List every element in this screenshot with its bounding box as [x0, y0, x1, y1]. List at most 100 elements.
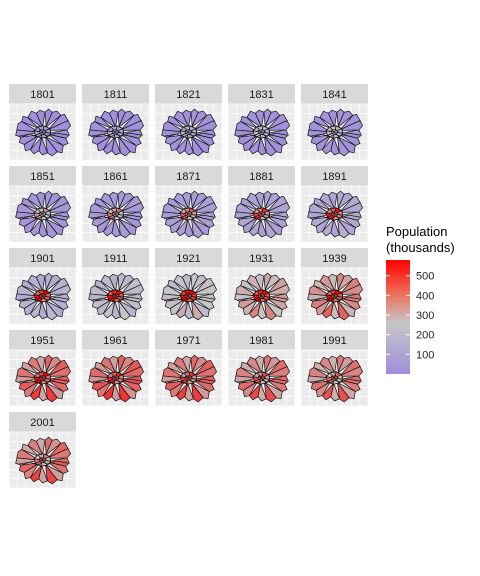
facet-year-label: 1871 — [176, 171, 200, 183]
facet-panel-1811: 1811 — [81, 84, 150, 161]
facet-strip — [82, 330, 149, 350]
river-line — [18, 132, 69, 138]
river-line — [237, 214, 288, 220]
legend-colorbar — [386, 260, 410, 374]
facet-year-label: 2001 — [30, 417, 54, 429]
river-line — [91, 378, 142, 384]
borough-region — [42, 293, 47, 297]
facet-panel-1851: 1851 — [8, 166, 77, 243]
facet-year-label: 1971 — [176, 335, 200, 347]
facet-strip — [301, 166, 368, 186]
river-line — [18, 460, 69, 466]
river-line — [237, 132, 288, 138]
facet-strip — [301, 330, 368, 350]
facet-strip — [155, 330, 222, 350]
facet-strip — [301, 248, 368, 268]
legend-tick-label: 400 — [416, 290, 434, 302]
facet-strip — [9, 412, 76, 432]
facet-panel-1891: 1891 — [300, 166, 369, 243]
facet-year-label: 1851 — [30, 171, 54, 183]
borough-region — [115, 293, 120, 297]
facet-panel-1861: 1861 — [81, 166, 150, 243]
river-line — [164, 378, 215, 384]
facet-year-label: 1881 — [249, 171, 273, 183]
facet-panel-1881: 1881 — [227, 166, 296, 243]
river-line — [164, 296, 215, 302]
river-line — [18, 296, 69, 302]
river-line — [18, 378, 69, 384]
legend-tick-label: 200 — [416, 330, 434, 342]
facet-year-label: 1961 — [103, 335, 127, 347]
facet-strip — [9, 84, 76, 104]
borough-region — [115, 129, 120, 133]
facet-panel-1801: 1801 — [8, 84, 77, 161]
facet-panel-1821: 1821 — [154, 84, 223, 161]
borough-region — [188, 211, 193, 215]
facet-panel-1981: 1981 — [227, 330, 296, 407]
facet-panel-1991: 1991 — [300, 330, 369, 407]
facet-year-label: 1991 — [322, 335, 346, 347]
borough-region — [42, 457, 47, 461]
facet-year-label: 1811 — [104, 89, 128, 101]
facet-panel-1901: 1901 — [8, 248, 77, 325]
facet-panel-1831: 1831 — [227, 84, 296, 161]
borough-region — [334, 293, 339, 297]
borough-region — [188, 129, 193, 133]
facet-year-label: 1901 — [30, 253, 54, 265]
river-line — [237, 296, 288, 302]
borough-region — [42, 211, 47, 215]
facet-year-label: 1841 — [322, 89, 346, 101]
river-line — [310, 132, 361, 138]
facet-strip — [82, 84, 149, 104]
facet-strip — [228, 166, 295, 186]
facet-year-label: 1921 — [176, 253, 200, 265]
facet-strip — [155, 84, 222, 104]
facet-panel-1911: 1911 — [81, 248, 150, 325]
legend-ticks: 100 200 300 400 500 — [386, 271, 434, 361]
river-line — [310, 214, 361, 220]
borough-region — [42, 375, 47, 379]
facet-strip — [82, 248, 149, 268]
borough-region — [261, 129, 266, 133]
facet-panel-1871: 1871 — [154, 166, 223, 243]
facet-strip — [228, 84, 295, 104]
facet-strip — [155, 248, 222, 268]
borough-region — [115, 211, 120, 215]
river-line — [310, 296, 361, 302]
facet-year-label: 1821 — [176, 89, 200, 101]
facet-panel-1841: 1841 — [300, 84, 369, 161]
facet-strip — [228, 330, 295, 350]
facet-panel-1939: 1939 — [300, 248, 369, 325]
legend-title-line2: (thousands) — [386, 240, 455, 255]
river-line — [237, 378, 288, 384]
facet-panel-1931: 1931 — [227, 248, 296, 325]
legend-title-line1: Population — [386, 224, 447, 239]
facet-year-label: 1861 — [103, 171, 127, 183]
borough-region — [261, 293, 266, 297]
legend-tick-label: 300 — [416, 310, 434, 322]
river-line — [164, 214, 215, 220]
borough-region — [334, 375, 339, 379]
facet-panel-1961: 1961 — [81, 330, 150, 407]
facet-year-label: 1931 — [249, 253, 273, 265]
borough-region — [261, 211, 266, 215]
facet-panel-1921: 1921 — [154, 248, 223, 325]
facet-year-label: 1981 — [249, 335, 273, 347]
river-line — [91, 214, 142, 220]
facet-strip — [301, 84, 368, 104]
facet-year-label: 1891 — [322, 171, 346, 183]
facet-strip — [9, 166, 76, 186]
river-line — [310, 378, 361, 384]
facet-panel-1971: 1971 — [154, 330, 223, 407]
legend: Population (thousands) 100 200 300 400 500 — [386, 224, 455, 374]
facet-year-label: 1801 — [30, 89, 54, 101]
river-line — [164, 132, 215, 138]
facet-panel-2001: 2001 — [8, 412, 77, 489]
facet-strip — [228, 248, 295, 268]
facet-panels: 1801 1811 1821 1831 1841 1851 1861 1871 1881 1891… — [8, 84, 369, 489]
borough-region — [261, 375, 266, 379]
facet-year-label: 1951 — [30, 335, 54, 347]
river-line — [91, 296, 142, 302]
borough-region — [188, 293, 193, 297]
